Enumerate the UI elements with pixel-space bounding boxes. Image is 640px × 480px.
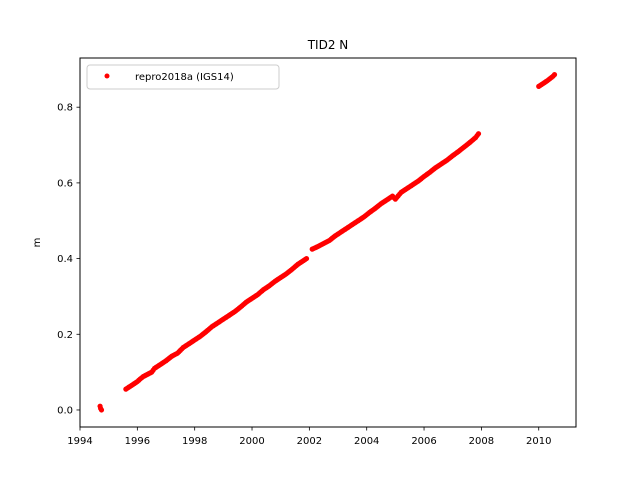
data-point: [303, 255, 310, 262]
x-axis-ticks: 1994 1996 1998 2000 2002 2004 2006 2008 2010: [67, 427, 551, 447]
y-tick-label: 0.0: [57, 405, 73, 416]
y-axis-ticks: 0.0 0.2 0.4 0.6 0.8: [57, 103, 80, 416]
y-tick-label: 0.8: [57, 103, 73, 114]
x-tick-label: 1996: [125, 436, 150, 447]
legend-label: repro2018a (IGS14): [135, 72, 234, 83]
plot-frame: [79, 57, 577, 428]
chart-title: TID2 N: [307, 38, 349, 52]
y-tick-label: 0.6: [57, 178, 73, 189]
y-tick-label: 0.2: [57, 330, 73, 341]
data-point: [98, 407, 105, 413]
data-point: [475, 131, 482, 137]
legend-marker: [104, 73, 110, 79]
x-tick-label: 2006: [411, 436, 436, 447]
y-axis-label: m: [32, 238, 43, 248]
x-tick-label: 1994: [67, 436, 92, 447]
x-tick-label: 2004: [354, 436, 379, 447]
x-tick-label: 2002: [297, 436, 322, 447]
x-tick-label: 2008: [469, 436, 494, 447]
legend-box: [86, 64, 280, 90]
data-point: [551, 72, 558, 78]
y-tick-label: 0.4: [57, 254, 73, 265]
series-points: [97, 72, 558, 413]
legend: repro2018a (IGS14): [86, 64, 280, 90]
x-tick-label: 2010: [526, 436, 551, 447]
x-tick-label: 1998: [182, 436, 207, 447]
x-tick-label: 2000: [239, 436, 264, 447]
